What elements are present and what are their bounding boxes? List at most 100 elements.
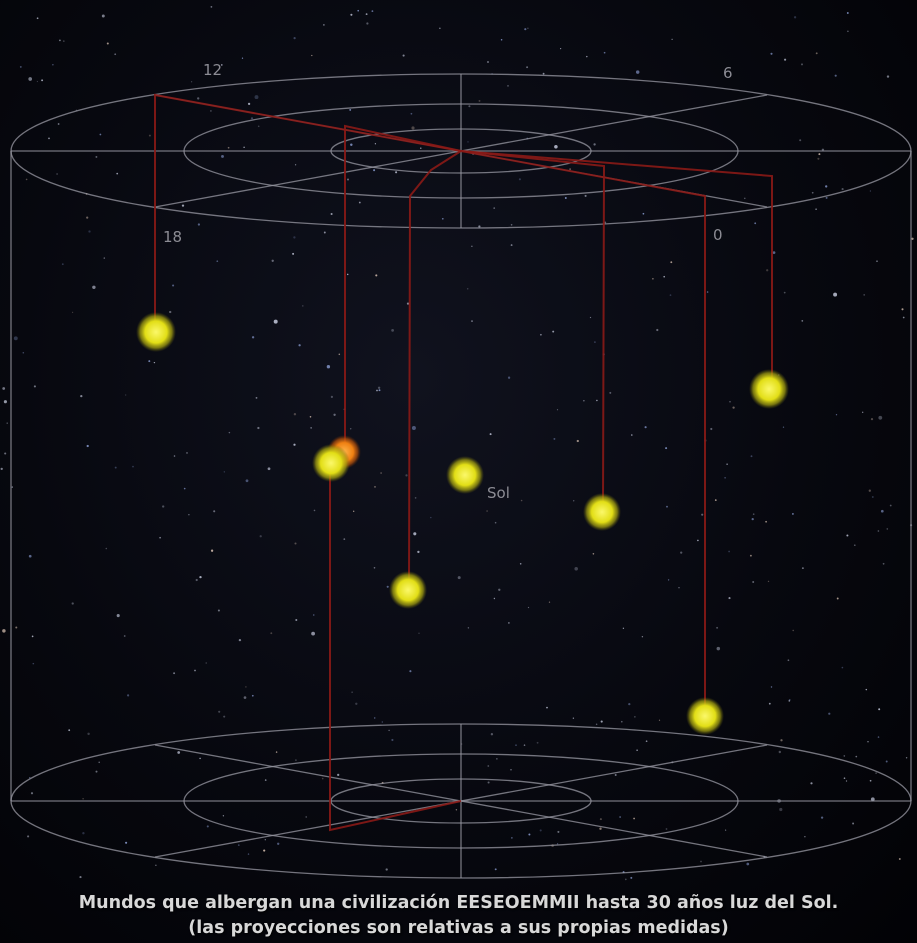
- background-star: [642, 212, 645, 215]
- background-star: [911, 237, 914, 240]
- background-star: [223, 471, 225, 473]
- background-star: [243, 696, 247, 699]
- background-star: [510, 223, 513, 226]
- background-star: [621, 720, 623, 723]
- background-star: [889, 504, 892, 507]
- background-star: [132, 465, 134, 468]
- background-star: [294, 164, 297, 166]
- background-star: [870, 418, 874, 421]
- background-star: [255, 396, 258, 399]
- background-star: [194, 669, 196, 672]
- background-star: [665, 828, 668, 830]
- background-star: [557, 843, 559, 845]
- background-star: [835, 414, 838, 416]
- background-star: [589, 316, 592, 319]
- background-star: [186, 451, 188, 454]
- background-star: [86, 216, 89, 219]
- background-star: [199, 757, 201, 760]
- background-star: [125, 394, 127, 396]
- background-star: [25, 178, 28, 181]
- background-star: [833, 292, 838, 297]
- background-star: [430, 516, 432, 519]
- background-star: [13, 336, 18, 341]
- background-star: [554, 145, 558, 149]
- background-star: [836, 597, 839, 600]
- background-star: [603, 51, 606, 54]
- caption-line-2: (las proyecciones son relativas a sus pr…: [188, 918, 729, 938]
- background-star: [213, 510, 216, 513]
- background-star: [366, 22, 369, 25]
- background-star: [177, 751, 181, 754]
- star-marker: [749, 369, 789, 409]
- background-star: [519, 563, 522, 565]
- background-star: [869, 779, 872, 782]
- background-star: [863, 294, 866, 296]
- background-star: [496, 758, 498, 760]
- background-star: [313, 509, 316, 512]
- background-star: [800, 63, 804, 66]
- background-star: [371, 10, 374, 13]
- background-star: [564, 197, 567, 199]
- background-star: [518, 178, 521, 181]
- background-star: [30, 792, 34, 795]
- background-star: [57, 123, 60, 125]
- background-star: [209, 109, 212, 112]
- background-star: [385, 868, 388, 871]
- sun-marker: [446, 456, 484, 494]
- background-star: [665, 447, 668, 450]
- background-star: [245, 686, 247, 688]
- background-star: [79, 876, 82, 879]
- sun-label: Sol: [487, 484, 510, 502]
- background-star: [656, 328, 659, 332]
- background-star: [125, 841, 128, 844]
- background-star: [680, 551, 683, 554]
- background-star: [853, 544, 856, 547]
- background-star: [228, 431, 231, 434]
- background-star: [373, 567, 376, 569]
- background-star: [644, 426, 647, 429]
- background-star: [238, 638, 242, 642]
- background-star: [752, 581, 755, 583]
- background-star: [507, 376, 511, 379]
- background-star: [250, 117, 254, 120]
- background-star: [254, 95, 259, 100]
- background-star: [99, 133, 102, 136]
- background-star: [573, 500, 575, 502]
- background-star: [886, 528, 889, 530]
- background-star: [298, 344, 301, 347]
- background-star: [309, 416, 312, 418]
- background-star: [87, 732, 90, 736]
- background-star: [818, 153, 821, 156]
- background-star: [350, 143, 353, 146]
- background-star: [645, 740, 648, 743]
- background-star: [536, 741, 539, 744]
- background-star: [744, 197, 746, 200]
- background-star: [101, 14, 105, 18]
- background-star: [515, 744, 517, 746]
- background-star: [780, 739, 783, 742]
- background-star: [48, 137, 50, 140]
- background-star: [815, 208, 817, 211]
- background-star: [293, 413, 297, 416]
- background-star: [487, 61, 489, 63]
- background-star: [114, 53, 117, 56]
- background-star: [902, 316, 905, 319]
- background-star: [197, 223, 201, 226]
- background-star: [159, 536, 161, 539]
- background-star: [323, 24, 325, 26]
- background-star: [500, 38, 503, 41]
- background-star: [599, 827, 602, 830]
- background-star: [295, 618, 298, 622]
- background-star: [351, 691, 353, 693]
- background-star: [843, 777, 846, 780]
- background-star: [33, 385, 36, 388]
- background-star: [754, 222, 757, 225]
- background-star: [32, 662, 35, 665]
- background-star: [6, 422, 8, 424]
- background-star: [374, 486, 376, 488]
- star-marker: [583, 493, 621, 531]
- background-star: [221, 154, 224, 158]
- background-star: [313, 614, 315, 616]
- background-star: [378, 389, 381, 392]
